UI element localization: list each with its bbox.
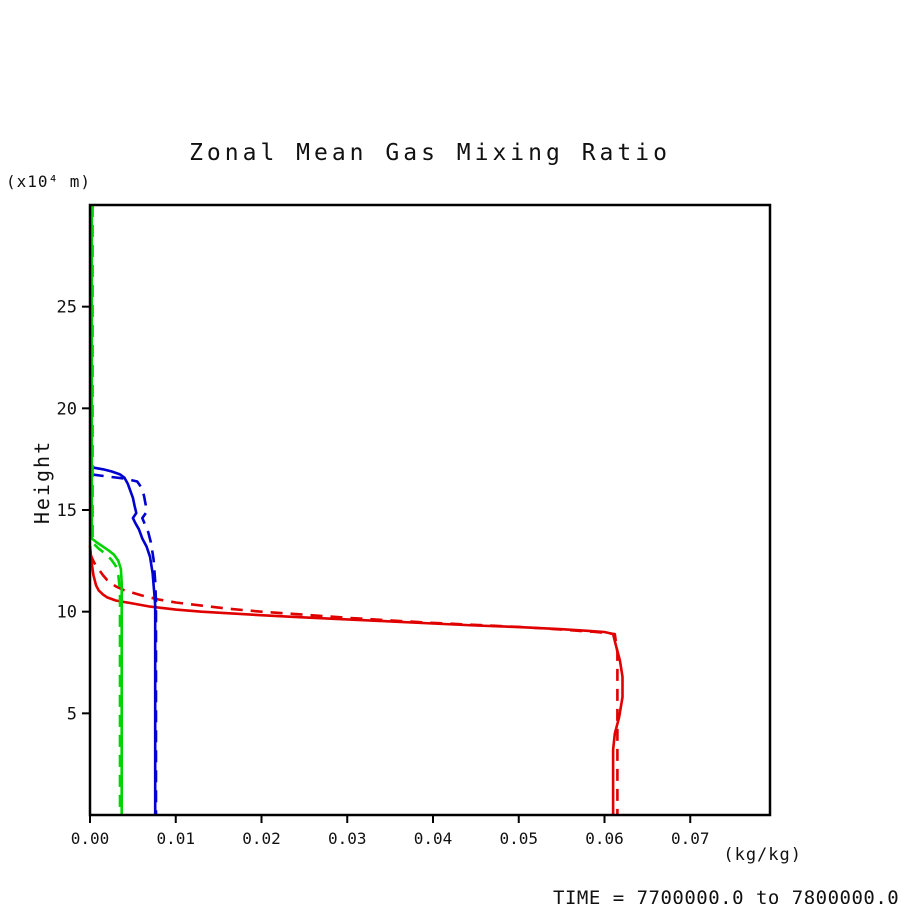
x-tick-label: 0.04 xyxy=(414,829,453,848)
series-line-red-solid xyxy=(88,545,624,815)
x-tick-label: 0.06 xyxy=(585,829,624,848)
time-range-label: TIME = 7700000.0 to 7800000.0 xyxy=(553,887,900,904)
x-tick-label: 0.02 xyxy=(242,829,281,848)
y-tick-label: 20 xyxy=(57,399,77,419)
x-tick-label: 0.03 xyxy=(328,829,367,848)
series-line-blue-solid xyxy=(91,466,157,815)
x-tick-label: 0.05 xyxy=(499,829,538,848)
plot-frame xyxy=(88,203,772,817)
x-tick-label: 0.00 xyxy=(71,829,110,848)
y-tick-label: 25 xyxy=(57,298,77,318)
y-tick-label: 10 xyxy=(57,603,77,623)
y-tick-label: 15 xyxy=(57,501,77,521)
series-line-red-dashed xyxy=(88,553,619,815)
x-axis-unit-label: (kg/kg) xyxy=(723,845,802,865)
series-line-green-solid xyxy=(90,205,123,815)
y-tick-label: 5 xyxy=(67,704,77,724)
y-axis-title: Height xyxy=(30,439,54,525)
x-tick-label: 0.07 xyxy=(671,829,710,848)
y-axis-unit-label: (x10⁴ m) xyxy=(6,172,92,191)
chart-title: Zonal Mean Gas Mixing Ratio xyxy=(189,140,671,166)
x-tick-label: 0.01 xyxy=(156,829,195,848)
series-line-blue-dashed xyxy=(91,473,158,815)
series-line-green-dashed xyxy=(91,205,122,815)
